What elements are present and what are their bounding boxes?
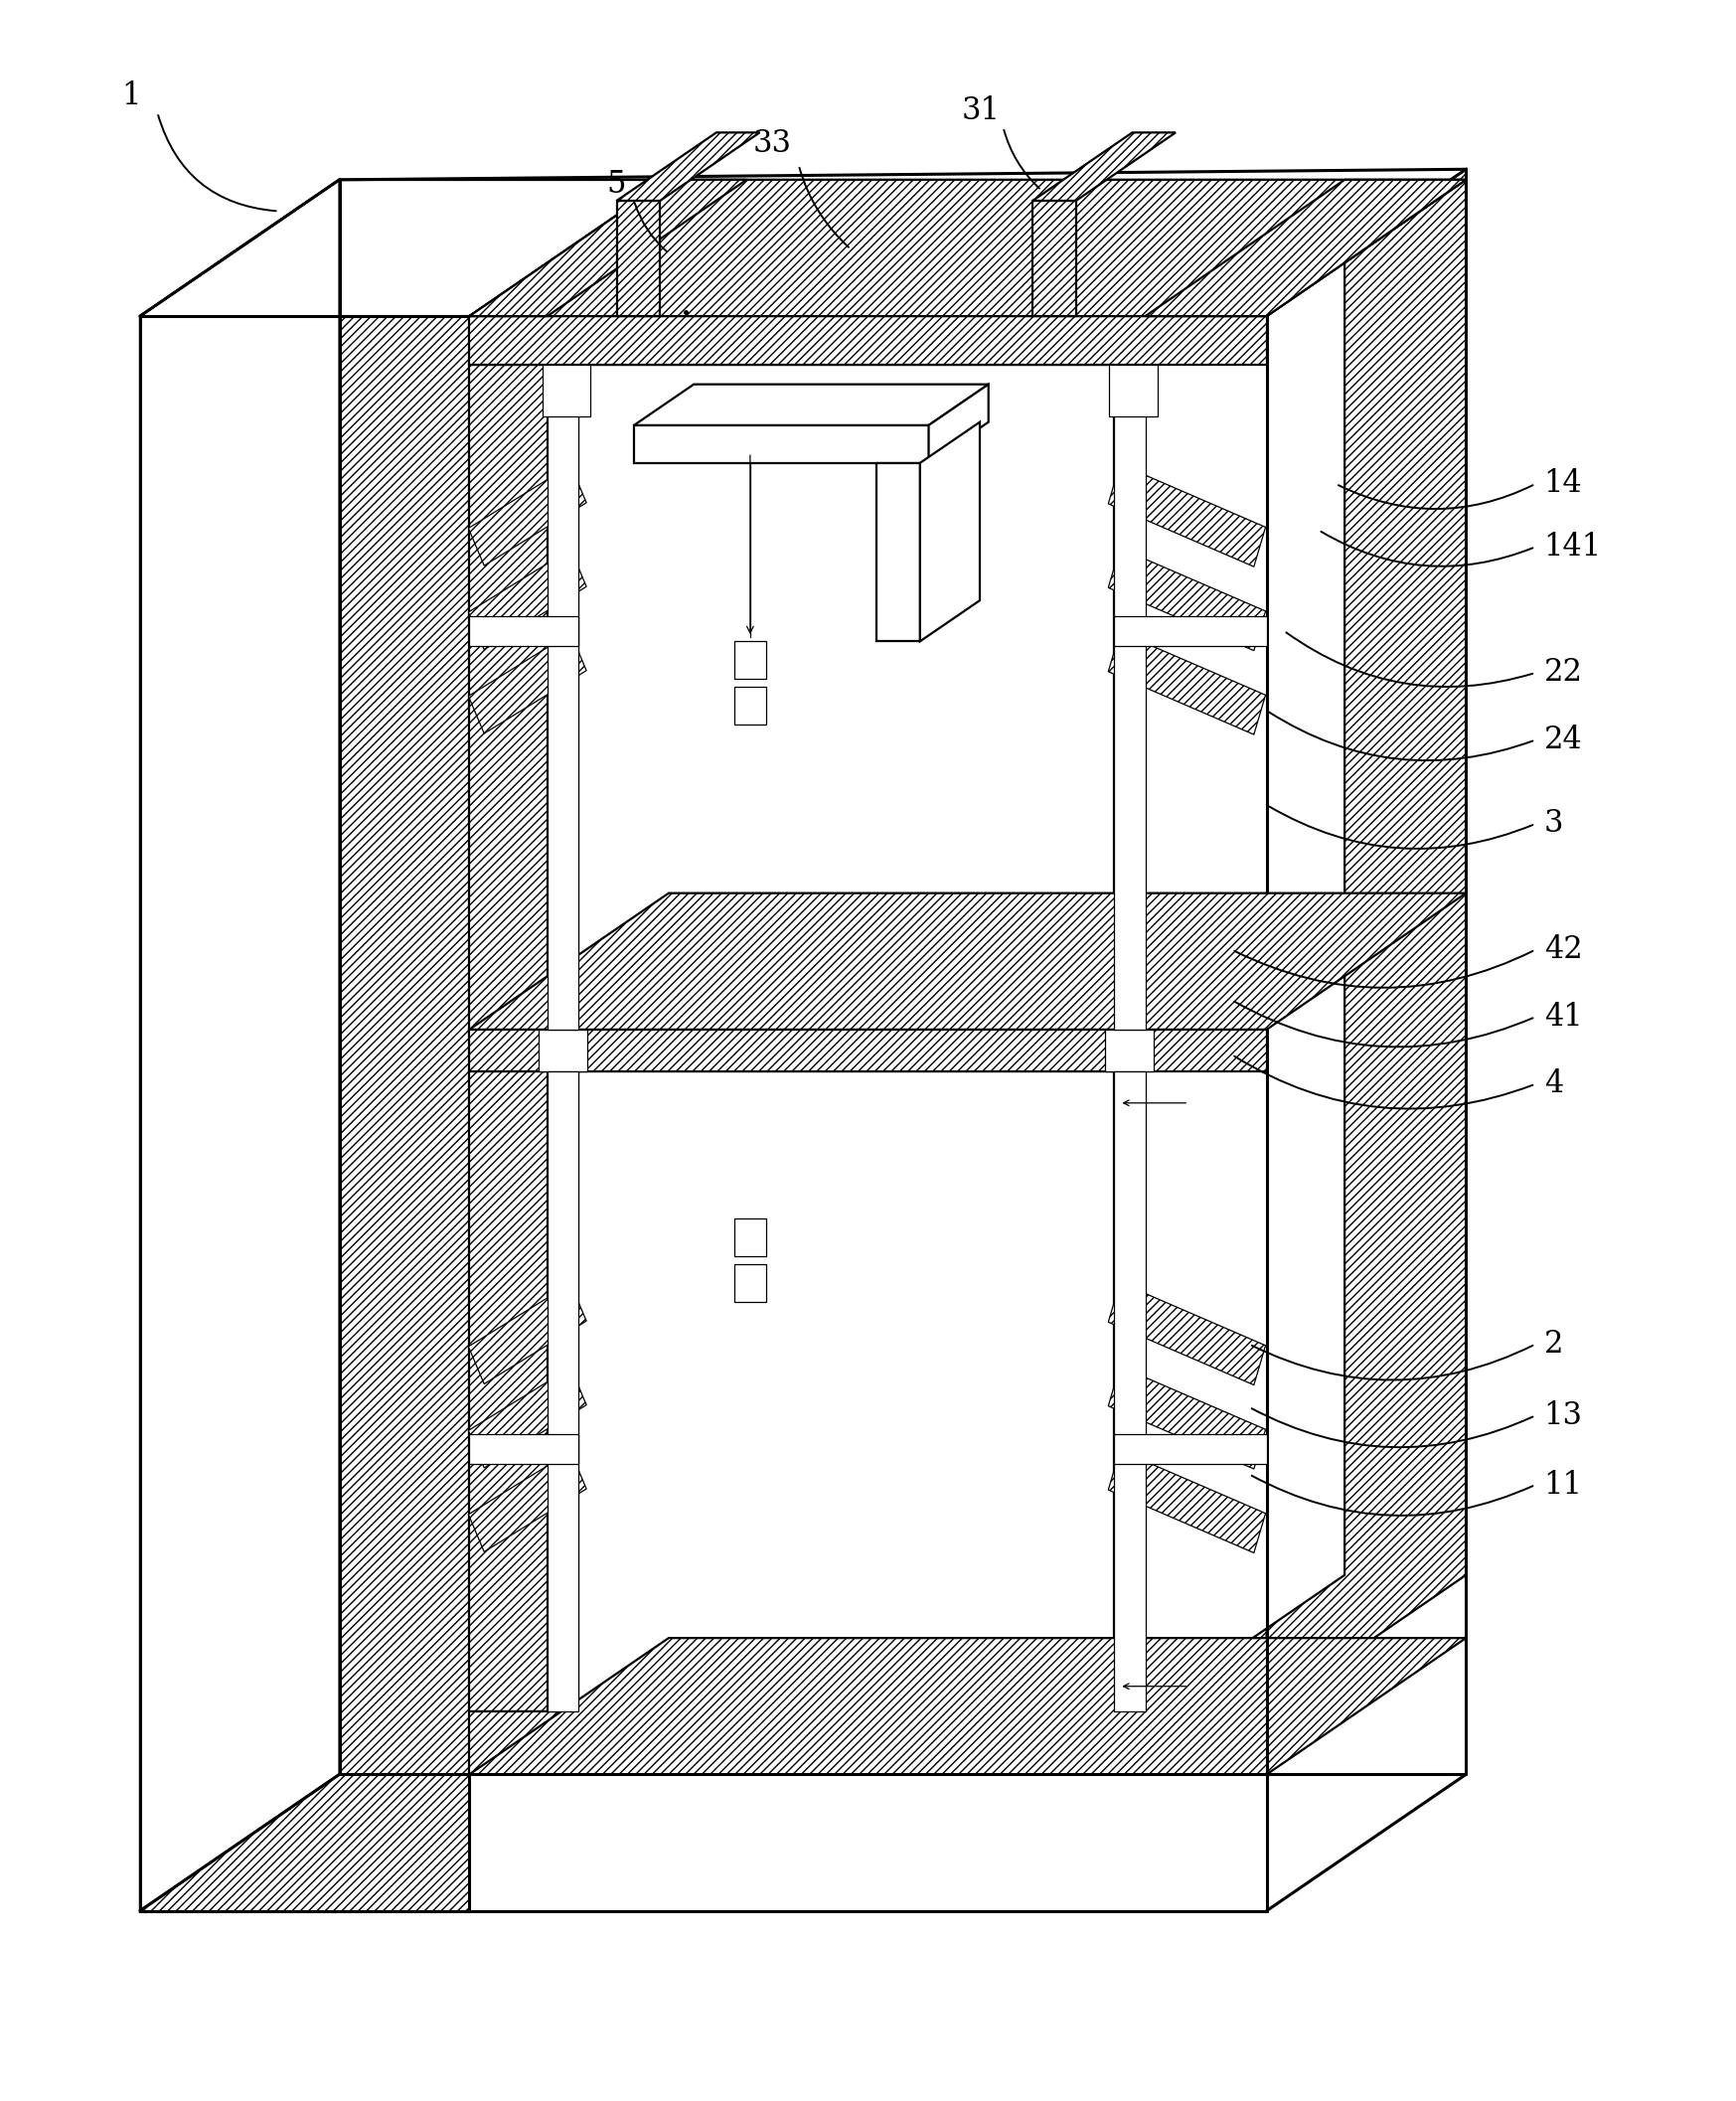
Text: 141: 141 (1543, 532, 1602, 563)
Polygon shape (1267, 170, 1465, 1712)
Polygon shape (1033, 132, 1175, 202)
Polygon shape (929, 384, 988, 462)
Text: 11: 11 (1543, 1469, 1583, 1500)
FancyArrowPatch shape (635, 204, 667, 252)
Polygon shape (469, 1712, 1267, 1775)
Polygon shape (469, 893, 1465, 1029)
Polygon shape (1109, 363, 1158, 416)
Polygon shape (734, 1263, 766, 1301)
Polygon shape (1146, 363, 1267, 1029)
Polygon shape (469, 181, 1465, 315)
Polygon shape (634, 384, 988, 424)
Text: 1: 1 (122, 80, 141, 111)
Text: 24: 24 (1543, 725, 1583, 756)
Polygon shape (734, 1219, 766, 1256)
FancyArrowPatch shape (1338, 485, 1533, 508)
Polygon shape (1115, 1072, 1146, 1712)
Polygon shape (141, 181, 668, 315)
Polygon shape (616, 202, 660, 315)
Polygon shape (1108, 548, 1266, 651)
Polygon shape (538, 1029, 587, 1072)
Polygon shape (469, 464, 587, 565)
Text: 4: 4 (1543, 1069, 1562, 1099)
FancyArrowPatch shape (1286, 632, 1533, 687)
FancyArrowPatch shape (1234, 1002, 1533, 1046)
Polygon shape (1146, 1072, 1267, 1712)
Polygon shape (469, 1072, 547, 1712)
Polygon shape (543, 363, 582, 410)
Polygon shape (1106, 1029, 1154, 1072)
Text: 13: 13 (1543, 1399, 1583, 1431)
Text: 33: 33 (753, 128, 792, 160)
Polygon shape (542, 363, 590, 416)
Polygon shape (469, 616, 578, 645)
Polygon shape (1108, 1366, 1266, 1469)
FancyArrowPatch shape (1269, 807, 1533, 849)
Polygon shape (141, 181, 339, 1910)
Text: 14: 14 (1543, 469, 1583, 500)
FancyArrowPatch shape (1252, 1345, 1533, 1380)
Polygon shape (469, 363, 547, 1029)
Polygon shape (1108, 1282, 1266, 1385)
Polygon shape (469, 1452, 587, 1553)
Text: 5: 5 (608, 168, 627, 200)
Polygon shape (469, 1029, 1267, 1072)
FancyArrowPatch shape (1269, 712, 1533, 761)
Polygon shape (141, 315, 469, 1910)
Polygon shape (469, 632, 587, 733)
Polygon shape (547, 1072, 578, 1712)
Polygon shape (734, 687, 766, 725)
Polygon shape (616, 132, 760, 202)
Polygon shape (141, 181, 1465, 315)
FancyArrowPatch shape (799, 168, 849, 248)
Text: 22: 22 (1543, 658, 1583, 689)
Polygon shape (469, 1435, 578, 1464)
Polygon shape (1033, 202, 1076, 315)
FancyArrowPatch shape (1234, 952, 1533, 987)
FancyArrowPatch shape (1003, 130, 1040, 189)
Polygon shape (1115, 616, 1267, 645)
Text: 2: 2 (1543, 1328, 1564, 1359)
Polygon shape (578, 1072, 1115, 1712)
Polygon shape (877, 462, 920, 641)
Polygon shape (469, 548, 587, 649)
Polygon shape (547, 363, 578, 1029)
FancyArrowPatch shape (158, 116, 276, 210)
Polygon shape (634, 424, 929, 462)
Polygon shape (469, 1284, 587, 1385)
Polygon shape (578, 363, 1115, 1029)
Polygon shape (469, 181, 746, 315)
FancyArrowPatch shape (1252, 1475, 1533, 1515)
Polygon shape (1108, 632, 1266, 735)
FancyArrowPatch shape (1234, 1057, 1533, 1109)
Polygon shape (1115, 363, 1146, 1029)
Polygon shape (734, 641, 766, 679)
FancyArrowPatch shape (1252, 1408, 1533, 1448)
Polygon shape (1108, 464, 1266, 567)
Text: 3: 3 (1543, 809, 1564, 838)
Polygon shape (1146, 191, 1345, 1712)
Polygon shape (469, 315, 1267, 363)
Polygon shape (1115, 1435, 1267, 1464)
Polygon shape (920, 422, 979, 641)
Polygon shape (1108, 1450, 1266, 1553)
Polygon shape (1111, 363, 1149, 410)
FancyArrowPatch shape (1321, 532, 1533, 567)
Text: 31: 31 (962, 95, 1000, 126)
Polygon shape (1146, 181, 1465, 315)
Text: 41: 41 (1543, 1002, 1583, 1032)
Polygon shape (469, 1639, 1465, 1775)
Text: 42: 42 (1543, 935, 1583, 964)
Polygon shape (469, 1368, 587, 1469)
